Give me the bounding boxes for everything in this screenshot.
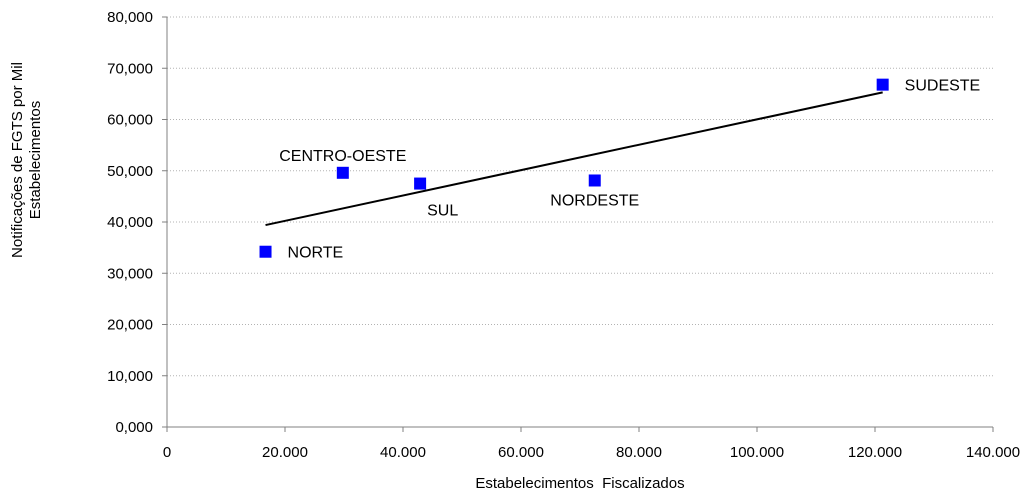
y-tick-label: 70,000 xyxy=(107,60,153,77)
y-axis-title-line-2: Estabelecimentos xyxy=(27,101,44,219)
data-point-sudeste xyxy=(876,78,889,91)
trendline xyxy=(265,91,883,227)
data-point-nordeste xyxy=(588,174,601,187)
data-point-sul xyxy=(414,177,427,190)
y-tick-label: 20,000 xyxy=(107,317,153,334)
x-tick-label: 120.000 xyxy=(848,444,902,461)
y-tick-label: 50,000 xyxy=(107,163,153,180)
x-tick-label: 60.000 xyxy=(498,444,544,461)
data-points xyxy=(259,78,889,258)
y-tick-label: 60,000 xyxy=(107,112,153,129)
point-label-sul: SUL xyxy=(427,203,458,220)
axes xyxy=(162,16,994,432)
x-tick-label: 40.000 xyxy=(380,444,426,461)
x-tick-label: 100.000 xyxy=(730,444,784,461)
point-label-nordeste: NORDESTE xyxy=(550,192,639,209)
point-label-norte: NORTE xyxy=(288,245,344,262)
x-tick-labels: 0 20.000 40.000 60.000 80.000 100.000 120.000 1… xyxy=(163,444,1020,461)
y-axis-title-group: Notificações de FGTS por Mil Estabelecim… xyxy=(9,62,44,258)
y-axis-title-line-1: Notificações de FGTS por Mil xyxy=(9,62,26,258)
x-axis-title: Estabelecimentos Fiscalizados xyxy=(475,475,684,492)
y-tick-label: 80,000 xyxy=(107,9,153,26)
x-tick-label: 80.000 xyxy=(616,444,662,461)
y-tick-labels: 0,000 10,000 20,000 30,000 40,000 50,000 60,00… xyxy=(107,9,153,436)
x-tick-label: 140.000 xyxy=(966,444,1020,461)
y-tick-label: 10,000 xyxy=(107,368,153,385)
y-tick-label: 0,000 xyxy=(115,419,153,436)
y-tick-label: 40,000 xyxy=(107,214,153,231)
x-tick-label: 20.000 xyxy=(262,444,308,461)
y-tick-label: 30,000 xyxy=(107,265,153,282)
data-point-centro-oeste xyxy=(336,166,349,179)
data-point-norte xyxy=(259,245,272,258)
trendline-group xyxy=(265,91,883,227)
point-label-sudeste: SUDESTE xyxy=(905,78,981,95)
x-tick-label: 0 xyxy=(163,444,171,461)
point-label-centro-oeste: CENTRO-OESTE xyxy=(279,148,406,165)
point-labels: NORTE CENTRO-OESTE SUL NORDESTE SUDESTE xyxy=(279,78,980,262)
